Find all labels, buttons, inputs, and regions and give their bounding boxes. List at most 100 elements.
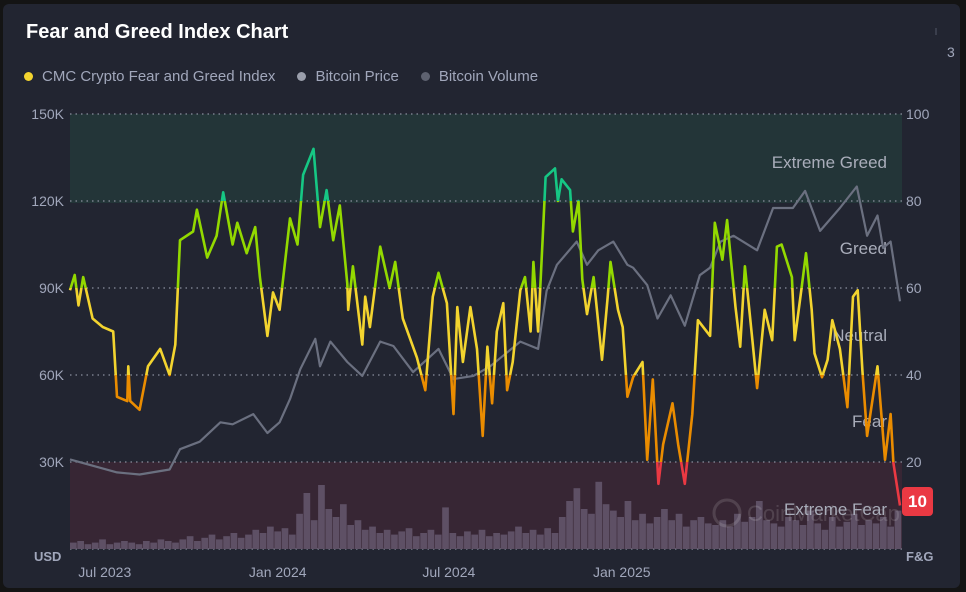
volume-bar: [858, 525, 865, 549]
volume-bar: [398, 531, 406, 549]
volume-bar: [588, 513, 595, 549]
volume-bar: [347, 525, 354, 549]
volume-bar: [70, 542, 77, 549]
volume-bar: [91, 542, 99, 549]
legend-item-bitcoin-price[interactable]: Bitcoin Price: [297, 68, 399, 85]
volume-bar: [595, 481, 603, 549]
left-axis-tick: 120K: [31, 193, 64, 209]
volume-bar: [522, 533, 530, 549]
volume-bar: [602, 504, 610, 549]
volume-bar: [865, 520, 873, 549]
volume-bar: [318, 485, 325, 549]
volume-bar: [245, 534, 252, 549]
volume-bar: [179, 539, 187, 549]
x-axis-tick: Jan 2025: [593, 564, 651, 580]
fear-greed-line-greed: [69, 201, 811, 288]
left-axis-tick: 30K: [39, 454, 65, 470]
volume-bar: [310, 520, 318, 549]
volume-bar: [186, 536, 194, 549]
volume-bar: [894, 510, 902, 549]
volume-bar: [719, 520, 727, 549]
volume-bar: [369, 526, 376, 549]
volume-bar: [478, 529, 486, 549]
volume-bar: [121, 541, 128, 549]
right-axis-tick: 100: [906, 106, 930, 122]
volume-bar: [194, 541, 201, 549]
volume-bar: [412, 536, 420, 549]
volume-bar: [325, 509, 333, 549]
volume-bar: [128, 542, 136, 549]
zone-label: Extreme Fear: [784, 500, 887, 519]
volume-bar: [281, 528, 289, 549]
volume-bar: [537, 534, 544, 549]
volume-bar: [507, 531, 515, 549]
volume-bar: [653, 517, 661, 549]
volume-bar: [770, 523, 778, 549]
volume-bar: [288, 534, 296, 549]
volume-bar: [405, 528, 413, 549]
volume-bar: [573, 488, 581, 549]
volume-bar: [274, 531, 282, 549]
volume-bar: [515, 526, 522, 549]
volume-bar: [456, 536, 464, 549]
zone-label: Greed: [840, 239, 887, 258]
volume-bar: [157, 539, 165, 549]
bitcoin-price-line: [69, 185, 902, 476]
fear-greed-line-neutral: [68, 288, 880, 375]
volume-bar: [682, 526, 690, 549]
volume-bar: [296, 513, 303, 549]
volume-bar: [383, 529, 391, 549]
volume-bar: [734, 513, 741, 549]
volume-bar: [836, 526, 843, 549]
legend-item-fear-greed[interactable]: CMC Crypto Fear and Greed Index: [24, 68, 275, 85]
legend-label: Bitcoin Price: [315, 68, 399, 85]
volume-bar: [172, 542, 179, 549]
volume-bar: [551, 533, 559, 549]
legend-dot-bitcoin-price: [297, 72, 307, 81]
volume-bar: [267, 526, 274, 549]
volume-bar: [354, 520, 362, 549]
volume-bar: [215, 539, 223, 549]
x-axis-tick: Jul 2024: [422, 564, 475, 580]
volume-bar: [580, 509, 588, 549]
right-axis-tick: 40: [906, 367, 922, 383]
volume-bar: [142, 541, 150, 549]
legend-dot-fear-greed: [24, 72, 33, 81]
right-axis-tick: 60: [906, 280, 922, 296]
volume-bar: [675, 513, 683, 549]
volume-bar: [84, 544, 92, 549]
volume-bar: [748, 517, 756, 549]
volume-bar: [843, 521, 851, 549]
volume-bar: [106, 544, 114, 549]
volume-bar: [434, 534, 442, 549]
left-axis-tick: 150K: [31, 106, 64, 122]
right-axis-tick: 20: [906, 454, 922, 470]
current-value: 10: [908, 492, 927, 511]
volume-bar: [529, 529, 537, 549]
watermark-logo: CoinMarketCap: [712, 498, 900, 528]
volume-bar: [150, 542, 157, 549]
volume-bar: [763, 520, 770, 549]
volume-bar: [77, 541, 84, 549]
legend-dot-bitcoin-volume: [420, 72, 430, 81]
volume-bar: [332, 517, 340, 549]
legend-item-bitcoin-volume[interactable]: Bitcoin Volume: [420, 68, 538, 85]
volume-bar: [230, 533, 238, 549]
volume-bar: [690, 520, 697, 549]
volume-bar: [208, 534, 216, 549]
volume-bar: [610, 510, 617, 549]
volume-bar: [631, 520, 639, 549]
volume-bar: [376, 533, 384, 549]
volume-bar: [361, 529, 369, 549]
volume-bar: [340, 504, 347, 549]
volume-bar: [777, 526, 785, 549]
volume-bar: [566, 501, 573, 549]
volume-bar: [113, 542, 121, 549]
clipped-control-text[interactable]: 3: [947, 44, 955, 60]
volume-bar: [391, 534, 398, 549]
volume-bar: [420, 533, 427, 549]
volume-bar: [646, 523, 654, 549]
legend-label: CMC Crypto Fear and Greed Index: [42, 68, 276, 85]
volume-bar: [617, 517, 624, 549]
